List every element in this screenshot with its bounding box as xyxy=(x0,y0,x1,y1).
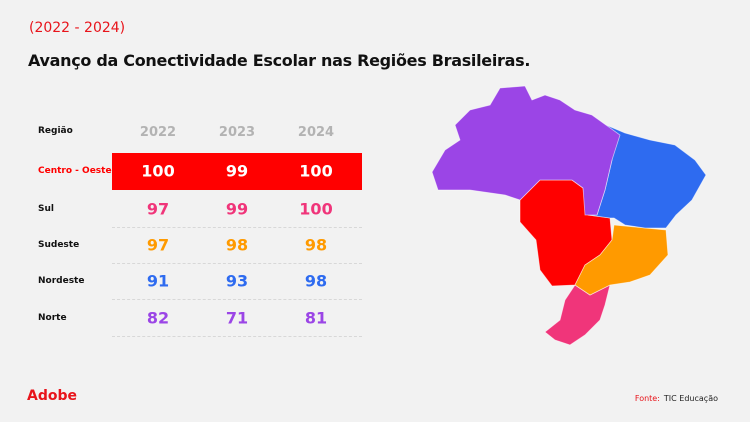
row-header: Região xyxy=(38,126,73,136)
map-region-sul xyxy=(544,284,611,346)
table-cell: 98 xyxy=(304,235,328,255)
row-label: Centro - Oeste xyxy=(38,166,112,176)
table-cell: 99 xyxy=(225,199,249,219)
row-label: Nordeste xyxy=(38,276,85,286)
table-cell: 91 xyxy=(146,271,170,291)
table-cell: 98 xyxy=(304,271,328,291)
source-label: Fonte: xyxy=(634,394,660,403)
table-cell: 97 xyxy=(146,235,170,255)
table-cell: 71 xyxy=(225,308,249,328)
row-label: Norte xyxy=(38,313,67,323)
column-header-2022: 2022 xyxy=(139,125,177,140)
table-cell: 97 xyxy=(146,199,170,219)
table-cell: 93 xyxy=(225,271,249,291)
highlight-band xyxy=(112,153,362,190)
row-separator xyxy=(112,336,362,337)
table-cell: 82 xyxy=(146,308,170,328)
column-header-2023: 2023 xyxy=(218,125,256,140)
subtitle: (2022 - 2024) xyxy=(29,20,126,36)
table-cell: 100 xyxy=(141,161,175,181)
row-label: Sul xyxy=(38,204,54,214)
table-cell: 100 xyxy=(299,199,333,219)
source-note: Fonte: TIC Educação xyxy=(635,394,722,403)
row-separator xyxy=(112,299,362,300)
row-label: Sudeste xyxy=(38,240,80,250)
page-title: Avanço da Conectividade Escolar nas Regi… xyxy=(28,51,531,70)
table-cell: 81 xyxy=(304,308,328,328)
column-header-2024: 2024 xyxy=(297,125,335,140)
table-cell: 98 xyxy=(225,235,249,255)
adobe-logo: Adobe xyxy=(27,388,77,404)
table-cell: 99 xyxy=(225,161,249,181)
source-text: TIC Educação xyxy=(663,394,718,403)
row-separator xyxy=(112,263,362,264)
table-cell: 100 xyxy=(299,161,333,181)
map-region-norte xyxy=(431,85,621,216)
row-separator xyxy=(112,227,362,228)
